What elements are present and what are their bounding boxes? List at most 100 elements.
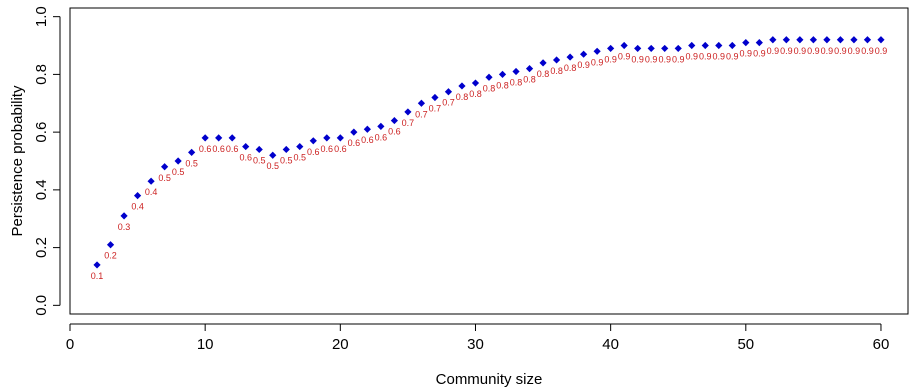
data-point xyxy=(363,125,371,133)
data-label: 0.5 xyxy=(172,167,185,177)
data-point xyxy=(782,36,790,44)
data-point xyxy=(485,73,493,81)
data-points xyxy=(93,36,885,269)
data-label: 0.5 xyxy=(266,161,279,171)
data-point xyxy=(309,137,317,145)
y-tick-label: 0.0 xyxy=(33,295,50,316)
data-label: 0.9 xyxy=(794,46,807,56)
data-label: 0.9 xyxy=(672,54,685,64)
data-label: 0.8 xyxy=(483,83,496,93)
data-label: 0.3 xyxy=(118,222,131,232)
data-label: 0.9 xyxy=(685,52,698,62)
data-point xyxy=(215,134,223,142)
data-label: 0.6 xyxy=(239,153,252,163)
data-point xyxy=(120,212,128,220)
data-label: 0.9 xyxy=(577,60,590,70)
data-point xyxy=(458,82,466,90)
data-label: 0.9 xyxy=(631,54,644,64)
data-label: 0.8 xyxy=(469,89,482,99)
data-point xyxy=(823,36,831,44)
data-point xyxy=(580,50,588,58)
data-point xyxy=(525,65,534,73)
x-tick-label: 30 xyxy=(467,336,484,353)
data-label: 0.5 xyxy=(185,158,198,168)
data-point xyxy=(796,36,804,44)
data-label: 0.9 xyxy=(726,52,739,62)
data-point xyxy=(607,44,615,53)
data-point xyxy=(539,59,547,67)
data-label: 0.9 xyxy=(753,49,766,59)
data-label: 0.6 xyxy=(199,144,212,154)
data-label: 0.6 xyxy=(307,147,320,157)
data-label: 0.5 xyxy=(158,173,171,183)
x-tick-label: 50 xyxy=(737,336,754,353)
data-label: 0.9 xyxy=(767,46,780,56)
data-label: 0.9 xyxy=(591,57,604,67)
y-tick-label: 0.4 xyxy=(33,179,50,200)
data-point xyxy=(188,148,196,156)
data-label: 0.8 xyxy=(523,75,536,85)
y-tick-label: 0.8 xyxy=(33,64,50,85)
data-label: 0.8 xyxy=(456,92,469,102)
data-point xyxy=(552,56,561,64)
data-point xyxy=(390,116,398,125)
data-point xyxy=(850,36,858,44)
data-label: 0.9 xyxy=(658,54,671,64)
data-point xyxy=(701,41,709,50)
data-point xyxy=(93,261,101,269)
data-label: 0.9 xyxy=(848,46,861,56)
data-point xyxy=(863,36,872,44)
x-tick-label: 10 xyxy=(197,336,214,353)
data-label: 0.7 xyxy=(429,103,442,113)
data-label: 0.8 xyxy=(564,63,577,73)
x-tick-label: 60 xyxy=(873,336,890,353)
data-point xyxy=(174,157,182,165)
y-axis-title: Persistence probability xyxy=(9,85,26,236)
data-point xyxy=(201,134,209,142)
x-axis: 0 10 20 30 40 50 60 xyxy=(66,323,890,353)
data-label: 0.6 xyxy=(321,144,334,154)
data-labels: 0.10.20.30.40.40.50.50.50.6 0.6 0.60.6 0.50… xyxy=(91,46,887,281)
data-label: 0.4 xyxy=(131,202,144,212)
plot-frame xyxy=(69,7,909,315)
data-label: 0.8 xyxy=(550,66,563,76)
data-label: 0.6 xyxy=(348,138,361,148)
data-point xyxy=(255,145,263,154)
data-point xyxy=(133,192,142,200)
data-label: 0.8 xyxy=(537,69,550,79)
data-point xyxy=(431,93,439,102)
x-tick-label: 40 xyxy=(602,336,619,353)
data-label: 0.6 xyxy=(375,132,388,142)
data-point xyxy=(715,41,723,50)
data-point xyxy=(742,39,750,47)
data-label: 0.5 xyxy=(280,155,293,165)
y-tick-label: 0.2 xyxy=(33,237,50,258)
data-label: 0.7 xyxy=(415,109,428,119)
data-point xyxy=(593,47,601,55)
data-point xyxy=(444,88,453,96)
data-point xyxy=(417,99,426,107)
data-point xyxy=(296,142,304,151)
data-label: 0.9 xyxy=(618,52,631,62)
data-label: 0.6 xyxy=(361,135,374,145)
data-point xyxy=(242,142,250,151)
data-point xyxy=(512,67,520,76)
data-point xyxy=(877,36,885,44)
data-label: 0.1 xyxy=(91,271,104,281)
data-point xyxy=(688,41,696,50)
data-label: 0.9 xyxy=(645,54,658,64)
data-point xyxy=(769,36,777,44)
data-point xyxy=(282,145,290,154)
data-point xyxy=(323,134,331,142)
data-point xyxy=(634,44,642,53)
data-label: 0.8 xyxy=(496,80,509,90)
data-point xyxy=(674,44,682,53)
x-tick-label: 0 xyxy=(66,336,74,353)
data-point xyxy=(336,134,344,142)
data-point xyxy=(566,53,574,61)
data-point xyxy=(647,44,655,53)
data-point xyxy=(728,41,736,50)
data-point xyxy=(661,44,669,53)
data-point xyxy=(228,134,236,142)
